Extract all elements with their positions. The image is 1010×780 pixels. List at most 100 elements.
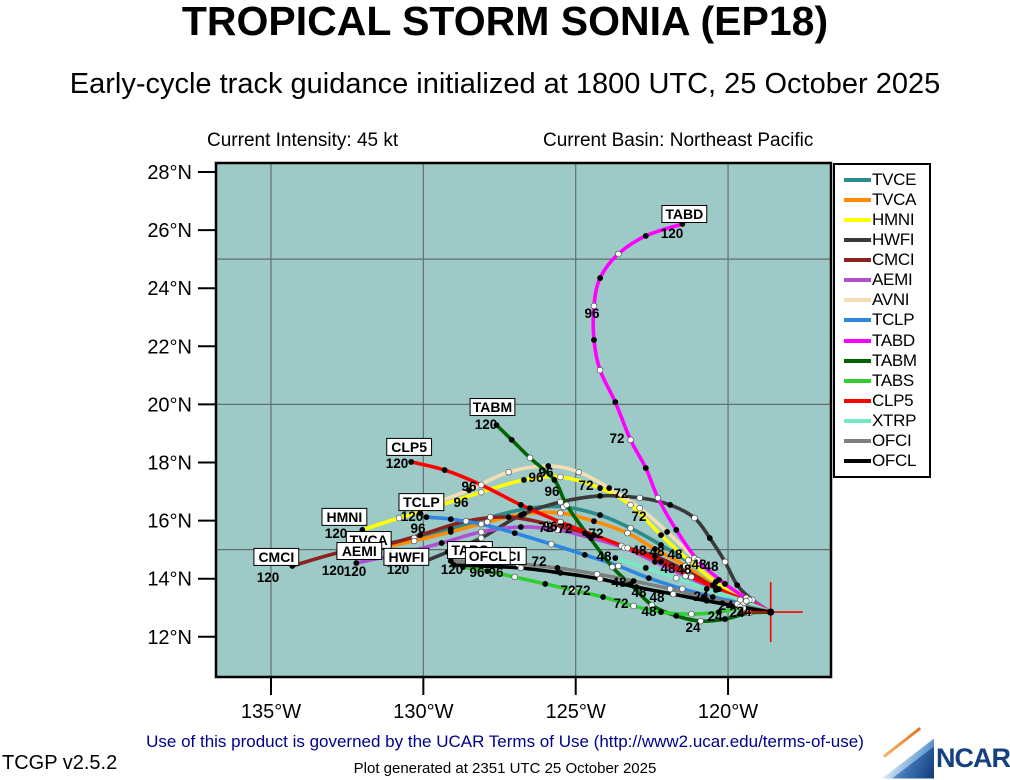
forecast-dot-24h-tabd [642,465,649,471]
hour-label-72: 72 [531,554,546,569]
hour-label-72: 72 [575,583,590,598]
model-label-text: OFCL [469,548,508,564]
forecast-dot-24h-aemi [353,560,360,566]
legend-item-aemi: AEMI [844,270,929,290]
hour-label-120: 120 [386,456,409,471]
legend-swatch-hmni [844,218,871,223]
hour-label-96: 96 [542,519,558,534]
model-label-text: TABD [665,206,703,222]
legend-label-ofcl: OFCL [872,450,917,470]
hour-label-24: 24 [718,598,734,613]
forecast-dot-24h-cmci [505,514,512,521]
model-label-box [398,493,445,512]
forecast-dot-24h-tabs [460,564,466,570]
legend-label-aemi: AEMI [872,270,913,290]
forecast-dot-12h-tabs [630,602,637,610]
hour-label-24: 24 [693,589,709,604]
forecast-dot-24h-tvce [527,505,533,512]
forecast-dot-24h-hmni [597,485,603,491]
forecast-dot-12h-tabs [511,573,518,581]
hour-label-72: 72 [560,583,575,598]
forecast-dot-12h-clp5 [624,544,631,552]
hour-label-96: 96 [544,484,560,499]
forecast-dot-12h-aemi [478,528,485,536]
model-label-box [321,507,368,526]
forecast-dot-24h-hwfi [734,582,741,588]
ncar-logo-swoosh-icon [882,726,934,779]
forecast-dot-12h-tabd [654,494,662,502]
forecast-dot-12h-aemi [554,526,561,534]
hour-label-72: 72 [613,486,628,501]
hour-label-48: 48 [641,604,657,619]
legend-label-tvca: TVCA [872,190,917,210]
model-endpoint-label-clp5: CLP5 [386,437,433,456]
legend-item-tclp: TCLP [844,310,929,330]
forecast-dot-24h-xtrp [703,585,710,592]
forecast-dot-24h-xtrp [642,565,649,571]
forecast-dot-24h-hwfi [597,493,603,499]
legend-item-avni: AVNI [844,290,929,310]
current-basin-label: Current Basin: Northeast Pacific [543,130,814,151]
forecast-dot-24h-avni [716,576,722,583]
forecast-dot-24h-tabm [722,616,728,622]
model-label-text: CLP5 [391,439,427,455]
forecast-dot-24h-tabs [542,581,549,587]
forecast-dot-24h-tabm [584,532,591,539]
forecast-dot-24h-tabd [673,526,680,533]
hour-label-96: 96 [538,465,554,480]
forecast-dot-12h-ofcl [737,603,744,611]
forecast-dot-12h-ofcl [670,590,677,598]
hour-label-120: 120 [441,562,464,577]
legend-label-xtrp: XTRP [872,410,917,430]
legend-swatch-tabm [844,358,871,363]
forecast-dot-12h-tclp [679,585,686,593]
model-endpoint-label-cmci: CMCI [253,547,300,566]
hour-label-24: 24 [736,604,752,619]
forecast-dot-24h-avni [664,529,671,535]
forecast-dot-12h-tabd [694,556,701,564]
forecast-dot-12h-aemi [682,572,689,580]
legend-swatch-xtrp [844,418,871,423]
forecast-dot-24h-tabd [591,337,597,343]
model-endpoint-label-tabd: TABD [661,204,708,223]
forecast-dot-12h-hwfi [557,498,564,506]
forecast-dot-12h-tabd [590,302,598,310]
forecast-dot-12h-tvca [682,562,689,570]
legend-item-tabm: TABM [844,351,929,371]
forecast-dot-24h-cmci [652,553,658,559]
hour-label-72: 72 [631,509,646,524]
legend-swatch-ofci [844,438,871,443]
forecast-dot-24h-avni [606,485,613,491]
forecast-dot-24h-tclp [423,514,430,521]
forecast-dot-24h-hwfi [517,512,524,518]
forecast-dot-12h-hwfi [721,558,729,566]
forecast-dot-12h-avni [636,504,643,512]
forecast-dot-12h-hmni [627,501,634,509]
forecast-dot-24h-clp5 [441,467,448,473]
legend-item-clp5: CLP5 [844,391,929,411]
forecast-dot-12h-xtrp [673,574,680,582]
forecast-dot-24h-clp5 [408,459,415,465]
y-axis-tick-label: 22°N [147,336,192,358]
forecast-dot-24h-hmni [521,477,527,483]
legend-label-ofci: OFCI [872,430,912,450]
forecast-dot-24h-clp5 [591,532,597,539]
forecast-dot-24h-xtrp [612,555,619,561]
hour-label-72: 72 [609,431,624,446]
forecast-dot-12h-tabd [615,250,622,258]
forecast-dot-12h-tvce [487,513,494,521]
hour-label-48: 48 [691,557,707,572]
forecast-dot-12h-clp5 [688,573,695,581]
y-axis-tick-label: 20°N [147,394,192,416]
forecast-dot-12h-tabd [627,436,634,444]
y-axis-tick-label: 26°N [147,220,192,242]
map-border [214,161,833,679]
forecast-dot-24h-tabd [597,275,603,281]
forecast-dot-24h-aemi [517,524,524,530]
hour-label-48: 48 [676,562,692,577]
forecast-dot-24h-tclp [645,575,652,582]
current-intensity-label: Current Intensity: 45 kt [207,130,399,151]
hour-label-96: 96 [469,565,485,580]
model-label-text: HWFI [388,549,424,565]
